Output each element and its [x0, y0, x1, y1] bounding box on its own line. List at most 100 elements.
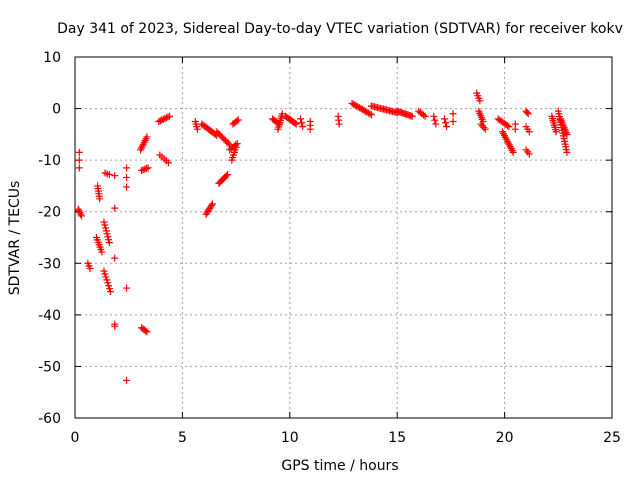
- data-point: [101, 270, 109, 278]
- data-point: [142, 165, 150, 173]
- data-point: [102, 273, 110, 281]
- data-point: [106, 285, 114, 293]
- data-point: [164, 113, 172, 121]
- data-point: [224, 139, 232, 147]
- data-point: [233, 140, 241, 148]
- data-point: [511, 125, 519, 133]
- data-point: [335, 120, 343, 128]
- chart-title: Day 341 of 2023, Sidereal Day-to-day VTE…: [57, 21, 623, 37]
- data-point: [208, 200, 216, 208]
- data-point: [74, 205, 82, 213]
- data-point: [75, 164, 83, 172]
- data-point: [105, 282, 113, 290]
- data-point: [234, 116, 242, 124]
- data-point: [123, 284, 131, 292]
- y-axis-label: SDTVAR / TECUs: [7, 181, 23, 296]
- data-point: [443, 123, 451, 131]
- data-point: [557, 117, 565, 125]
- data-point: [96, 195, 104, 203]
- data-point: [560, 123, 568, 131]
- data-point: [299, 123, 307, 131]
- data-point: [442, 119, 450, 127]
- data-point: [98, 248, 106, 256]
- y-tick-label: -30: [38, 256, 61, 272]
- data-point: [509, 148, 517, 156]
- y-tick-label: 0: [52, 102, 61, 118]
- data-point: [123, 376, 131, 384]
- y-tick-label: -20: [38, 205, 61, 221]
- y-tick-label: -60: [38, 411, 61, 427]
- data-point: [421, 112, 429, 120]
- plot-border: [74, 56, 613, 419]
- axis-ticks: 0 5 10 15 20 25 10 0 -10 -20 -30 -40 -50 -60: [38, 50, 621, 446]
- data-point: [158, 116, 166, 124]
- data-point: [431, 116, 439, 124]
- y-tick-label: -40: [38, 308, 61, 324]
- data-point: [298, 119, 306, 127]
- x-tick-label: 0: [71, 430, 80, 446]
- data-point: [111, 254, 119, 262]
- y-tick-label: -10: [38, 153, 61, 169]
- data-point: [75, 207, 83, 215]
- data-point: [366, 110, 374, 118]
- data-point: [432, 120, 440, 128]
- data-point: [552, 128, 560, 136]
- data-point: [103, 230, 111, 238]
- data-point: [111, 322, 119, 330]
- data-point: [561, 125, 569, 133]
- data-points: [74, 89, 571, 384]
- data-point: [193, 125, 201, 133]
- data-point: [420, 111, 428, 119]
- data-point: [563, 130, 571, 138]
- data-point: [480, 123, 488, 131]
- data-point: [481, 125, 489, 133]
- data-point: [233, 117, 241, 125]
- data-point: [306, 125, 314, 133]
- data-point: [123, 183, 131, 191]
- data-point: [156, 117, 164, 125]
- data-point: [166, 112, 174, 120]
- data-point: [162, 114, 170, 122]
- data-point: [77, 212, 85, 220]
- data-point: [558, 118, 566, 126]
- x-tick-label: 15: [388, 430, 406, 446]
- data-point: [559, 120, 567, 128]
- data-point: [143, 133, 151, 141]
- data-point: [102, 227, 110, 235]
- data-point: [111, 172, 119, 180]
- data-point: [556, 115, 564, 123]
- data-point: [161, 115, 169, 123]
- data-point: [75, 148, 83, 156]
- data-point: [159, 115, 167, 123]
- data-point: [104, 233, 112, 241]
- data-point: [155, 117, 163, 125]
- data-point: [292, 120, 300, 128]
- x-axis-label: GPS time / hours: [281, 458, 398, 474]
- data-point: [86, 264, 94, 272]
- data-point: [563, 148, 571, 156]
- data-point: [561, 127, 569, 135]
- data-point: [408, 112, 416, 120]
- data-point: [144, 164, 152, 172]
- data-point: [105, 171, 113, 179]
- x-tick-label: 25: [603, 430, 621, 446]
- data-point: [75, 156, 83, 164]
- data-point: [102, 224, 110, 232]
- data-point: [101, 221, 109, 229]
- data-point: [291, 119, 299, 127]
- data-point: [138, 166, 146, 174]
- data-point: [104, 279, 112, 287]
- data-point: [224, 171, 232, 179]
- data-point: [440, 115, 448, 123]
- data-point: [164, 159, 172, 167]
- data-point: [142, 327, 150, 335]
- x-tick-label: 10: [281, 430, 299, 446]
- data-point: [449, 110, 457, 118]
- data-point: [105, 236, 113, 244]
- data-point: [505, 123, 513, 131]
- data-point: [106, 288, 114, 296]
- data-point: [503, 122, 511, 130]
- data-point: [523, 108, 531, 116]
- data-point: [100, 267, 108, 275]
